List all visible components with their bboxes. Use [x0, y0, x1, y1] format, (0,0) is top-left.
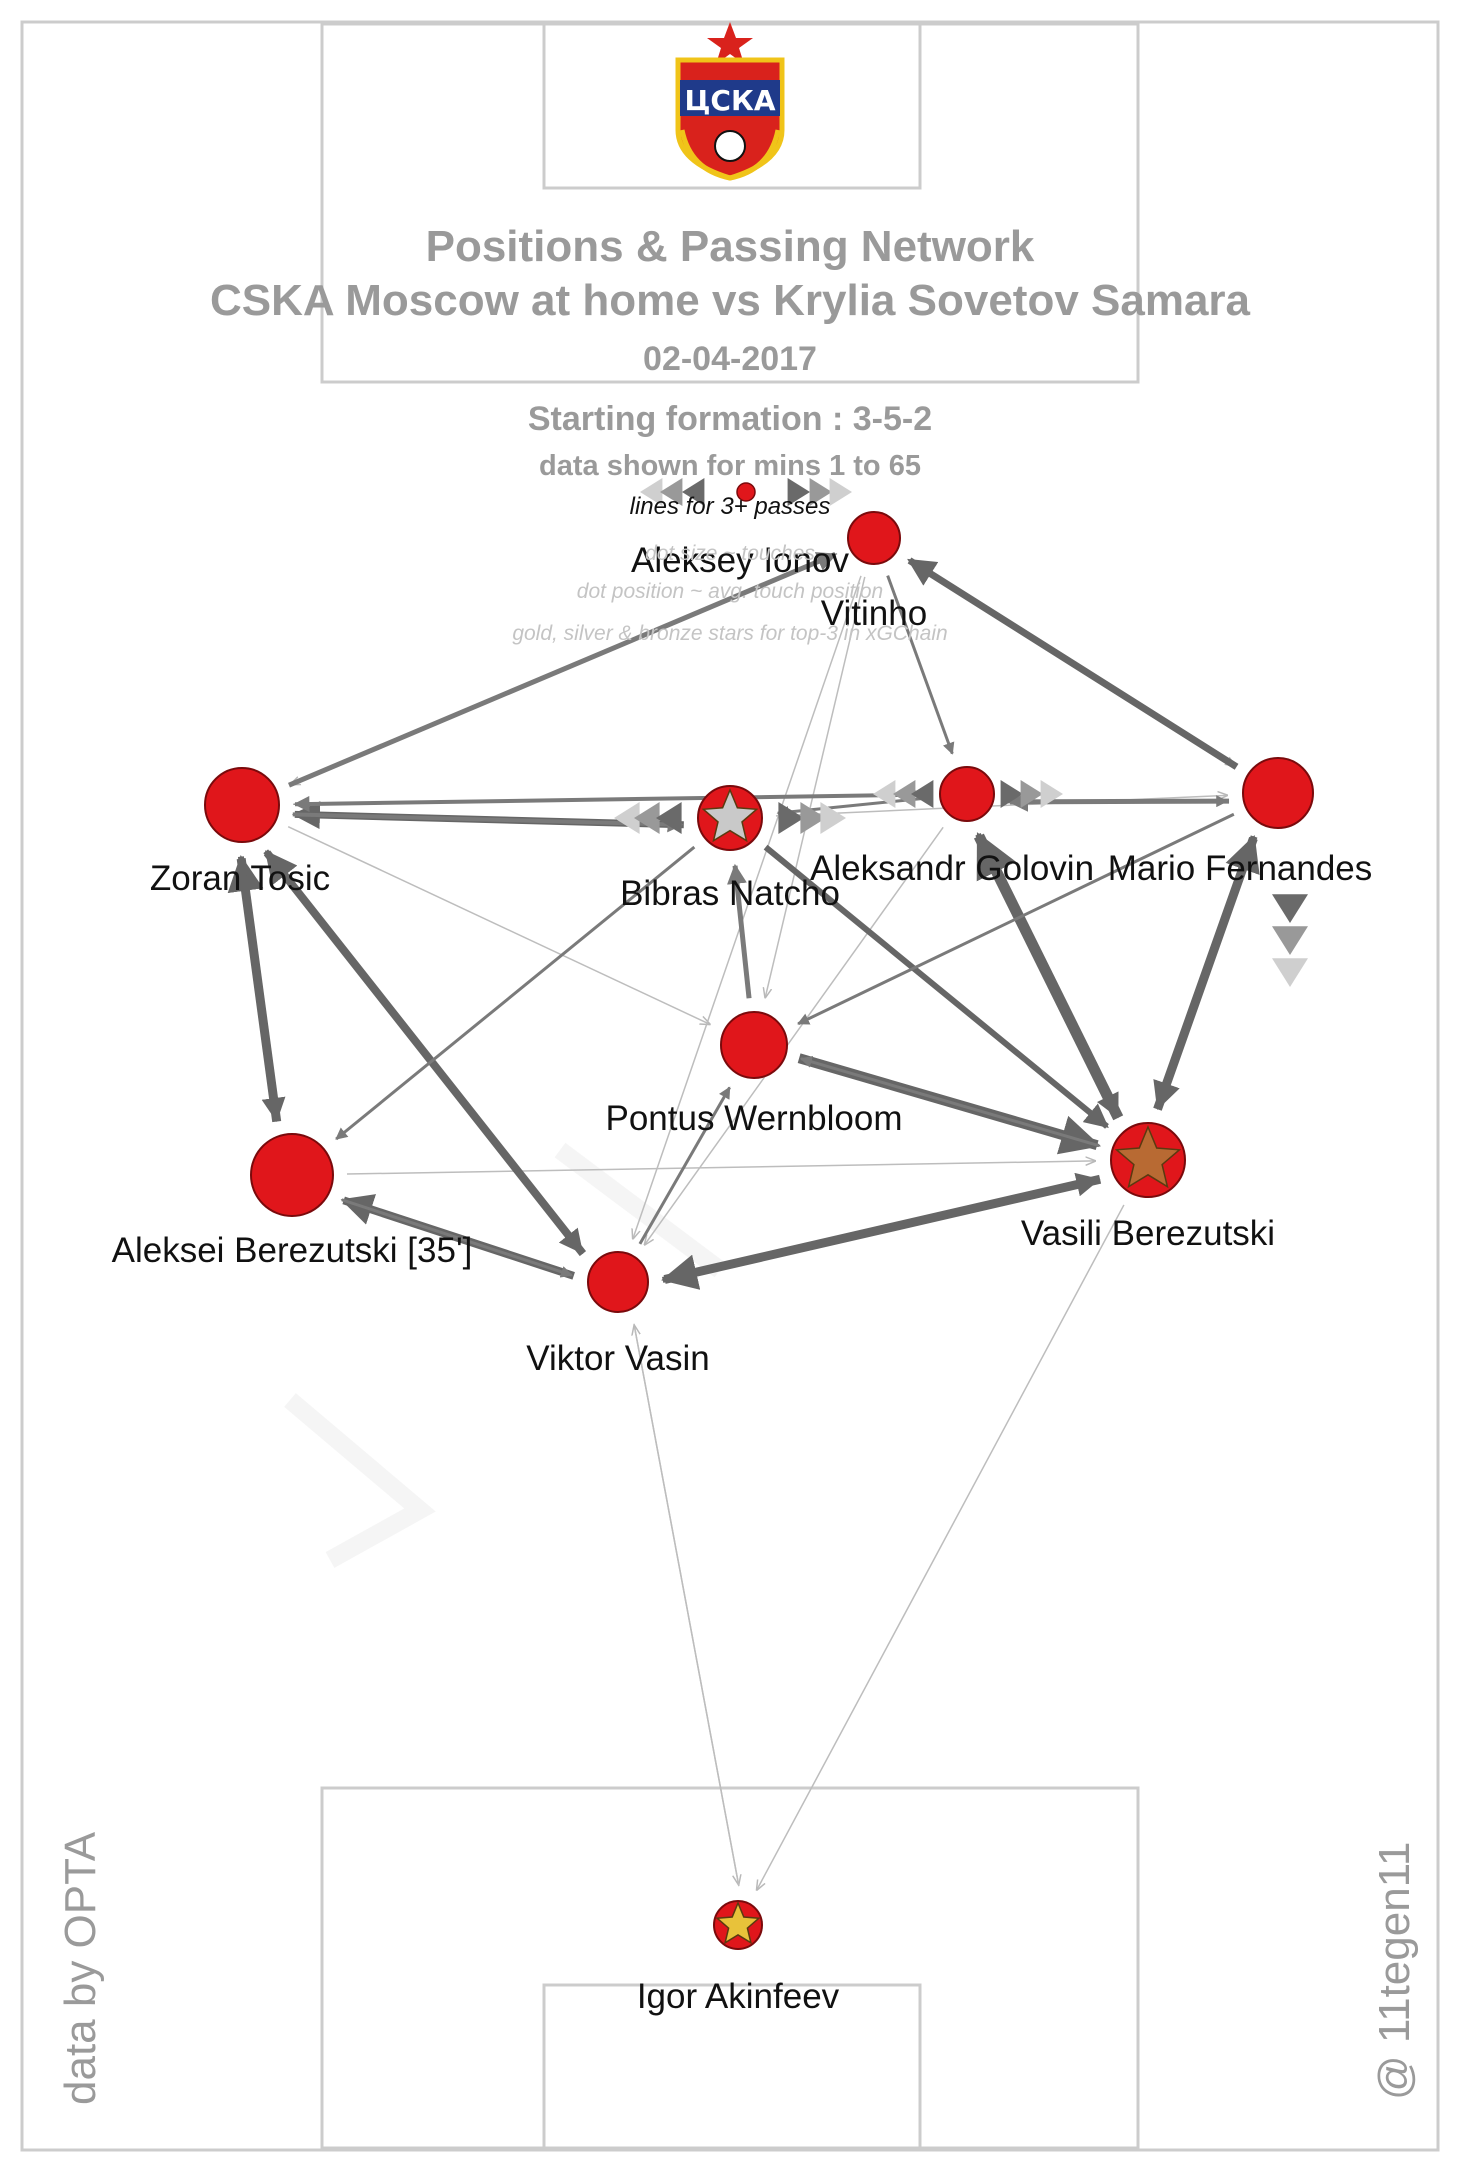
player-label-ionov: Aleksey Ionov: [631, 541, 849, 580]
pass-line-minor: [645, 826, 944, 1244]
natcho-direction-arrow: [820, 802, 846, 834]
minutes-shown: data shown for mins 1 to 65: [539, 450, 921, 482]
starting-formation: Starting formation : 3-5-2: [527, 400, 933, 438]
pass-edges: [227, 552, 1260, 1890]
player-label-tosic: Zoran Tosic: [150, 859, 330, 898]
pass-line-minor: [346, 1161, 1095, 1175]
natcho-direction-arrow: [656, 802, 682, 834]
pass-line: [292, 812, 684, 833]
pass-line-minor: [634, 1326, 740, 1887]
legend-dot: [736, 482, 756, 502]
logo-band: [680, 80, 780, 116]
pass-line: [263, 849, 585, 1254]
pass-line: [288, 552, 838, 788]
pass-line-minor: [765, 576, 866, 997]
player-label-alberezutski: Aleksei Berezutski [35']: [112, 1231, 473, 1270]
pass-line: [799, 1055, 1100, 1148]
natcho-direction-arrow: [634, 802, 660, 834]
pass-line: [726, 863, 752, 999]
legend-direction-arrow: [682, 478, 705, 506]
pass-line-minor: [757, 1204, 1125, 1890]
player-node-wernbloom: [720, 1011, 788, 1079]
golovin-direction-arrow: [1020, 780, 1043, 808]
xgchain-star-icon: [701, 788, 759, 843]
legend-stars: gold, silver & bronze stars for top-3 in…: [512, 622, 948, 645]
player-label-natcho: Bibras Natcho: [620, 874, 840, 913]
player-node-ionov: [847, 511, 901, 565]
fernandes-direction-arrow: [1272, 926, 1308, 955]
pass-line: [293, 792, 927, 812]
golovin-direction-arrow: [1040, 780, 1063, 808]
natcho-direction-arrow: [778, 802, 804, 834]
player-node-alberezutski: [250, 1133, 334, 1217]
fernandes-direction-arrow: [1272, 958, 1308, 987]
data-source-credit: data by OPTA: [56, 1831, 105, 2105]
pass-line: [1153, 835, 1258, 1111]
node-direction-arrows: [614, 780, 1308, 987]
player-label-fernandes: Mario Fernandes: [1108, 849, 1373, 888]
golovin-direction-arrow: [1000, 780, 1023, 808]
golovin-direction-arrow: [911, 780, 934, 808]
player-node-vasin: [587, 1251, 649, 1313]
logo-text: ЦСКА: [684, 84, 775, 117]
pass-line: [907, 557, 1239, 770]
logo-ball: [714, 130, 746, 162]
natcho-direction-arrow: [614, 802, 640, 834]
pass-line: [662, 1172, 1101, 1283]
golovin-direction-arrow: [873, 780, 896, 808]
pass-line-minor: [287, 825, 709, 1025]
legend-direction-arrow: [829, 478, 852, 506]
chart-title: Positions & Passing Network: [425, 222, 1035, 271]
legend-direction-arrow: [660, 478, 683, 506]
player-label-vitinho: Vitinho: [821, 594, 927, 633]
xgchain-star-icon: [715, 1901, 761, 1945]
pass-line: [335, 845, 696, 1141]
legend-arrows: [640, 478, 852, 506]
top-goal-box: [542, 22, 922, 190]
pass-line: [638, 1086, 731, 1245]
pass-line: [886, 575, 955, 755]
legend-direction-arrow: [809, 478, 832, 506]
golovin-direction-arrow: [893, 780, 916, 808]
author-credit: @ 11tegen11: [1370, 1841, 1419, 2100]
pass-line-minor: [633, 575, 862, 1239]
legend-direction-arrow: [787, 478, 810, 506]
player-label-vasberezutski: Vasili Berezutski: [1021, 1214, 1275, 1253]
player-label-vasin: Viktor Vasin: [526, 1339, 710, 1378]
match-date: 02-04-2017: [643, 340, 817, 378]
bottom-goal-box: [542, 1983, 922, 2150]
logo-top-star: [707, 22, 753, 64]
player-nodes: Aleksey Ionov Vitinho Zoran Tosic Bibras Na…: [112, 511, 1373, 2016]
pass-line: [975, 832, 1121, 1119]
player-label-wernbloom: Pontus Wernbloom: [605, 1099, 902, 1138]
pass-line: [797, 812, 1235, 1026]
cska-logo: ЦСКА: [675, 22, 785, 181]
pass-line: [341, 1198, 573, 1278]
legend-lines: lines for 3+ passes: [629, 493, 831, 520]
player-label-akinfeev: Igor Akinfeev: [637, 1977, 840, 2016]
fernandes-direction-arrow: [1272, 894, 1308, 923]
xgchain-star-icon: [1114, 1125, 1182, 1189]
player-node-tosic: [204, 767, 280, 843]
legend-direction-arrow: [640, 478, 663, 506]
legend-dot-size: dot size ~ touches: [645, 542, 815, 565]
pass-line: [237, 856, 286, 1122]
player-label-golovin: Aleksandr Golovin: [810, 849, 1094, 888]
player-node-fernandes: [1242, 757, 1314, 829]
legend-dot-position: dot position ~ avg. touch position: [576, 580, 884, 603]
pass-line: [763, 844, 1109, 1129]
natcho-direction-arrow: [800, 802, 826, 834]
chart-subtitle: CSKA Moscow at home vs Krylia Sovetov Sa…: [209, 276, 1251, 325]
player-node-golovin: [939, 766, 995, 822]
